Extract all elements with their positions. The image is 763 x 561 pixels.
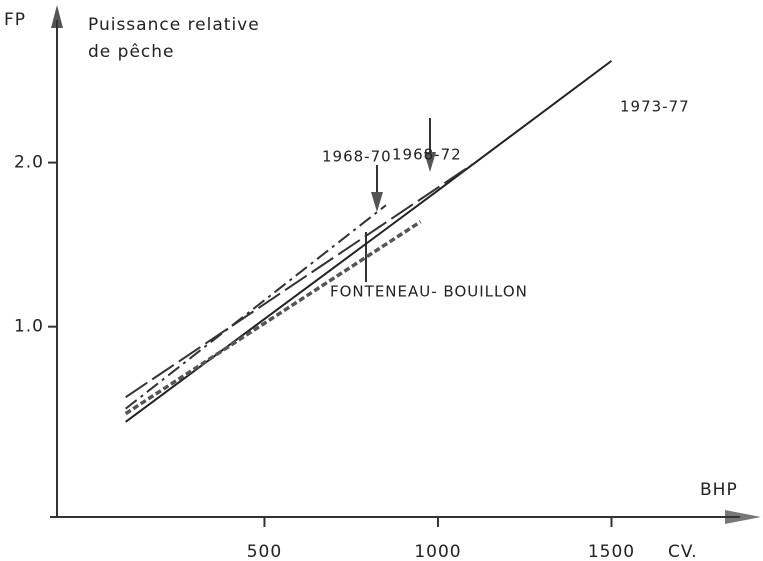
x-tick-label: 1000 xyxy=(414,542,461,561)
x-tick-label: 1500 xyxy=(588,542,635,561)
arrow-head xyxy=(424,152,436,172)
arrow-head xyxy=(371,192,383,212)
series-label: 1973-77 xyxy=(620,98,690,116)
series-line xyxy=(125,204,387,410)
series-label: 1968-72 xyxy=(392,146,462,164)
series-line xyxy=(125,163,474,399)
y-axis-label: Puissance relative xyxy=(88,15,260,35)
y-axis-arrow xyxy=(51,5,63,28)
series-label: 1968-70 xyxy=(322,148,392,166)
y-tick-label: 1.0 xyxy=(14,317,44,337)
y-axis-short-label: FP xyxy=(4,10,26,30)
series-label: FONTENEAU- BOUILLON xyxy=(330,283,528,301)
x-axis-arrow xyxy=(725,510,761,524)
y-tick-label: 2.0 xyxy=(14,153,44,173)
arrows xyxy=(365,118,436,282)
series-line xyxy=(124,220,422,416)
x-tick-label: 500 xyxy=(247,542,282,561)
x-axis-unit: CV. xyxy=(668,542,698,561)
x-axis-label: BHP xyxy=(700,480,738,500)
y-axis-label: de pêche xyxy=(88,42,174,62)
series-line xyxy=(125,60,613,423)
